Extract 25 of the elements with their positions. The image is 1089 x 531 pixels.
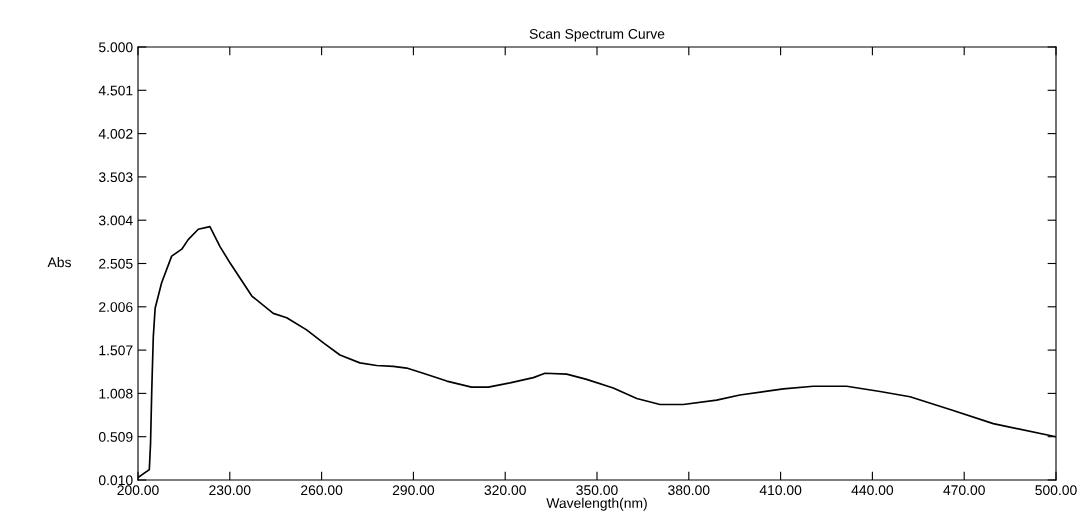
chart-title: Scan Spectrum Curve bbox=[529, 28, 665, 42]
y-tick-label: 2.505 bbox=[99, 258, 133, 269]
y-tick-label: 4.501 bbox=[98, 85, 133, 96]
x-tick-label: 230.00 bbox=[209, 485, 251, 496]
x-tick-label: 440.00 bbox=[851, 485, 894, 496]
y-tick-label: 3.004 bbox=[98, 215, 133, 226]
x-tick-label: 470.00 bbox=[943, 485, 985, 496]
x-tick-label: 260.00 bbox=[301, 485, 343, 496]
x-tick-label: 290.00 bbox=[392, 485, 435, 496]
y-axis-title: Abs bbox=[47, 257, 71, 268]
y-tick-label: 3.503 bbox=[98, 172, 133, 183]
x-tick-label: 200.00 bbox=[117, 485, 159, 496]
y-tick-label: 2.006 bbox=[99, 302, 133, 312]
y-tick-label: 0.509 bbox=[98, 432, 133, 442]
x-tick-label: 500.00 bbox=[1035, 485, 1077, 496]
y-tick-label: 0.010 bbox=[98, 475, 133, 486]
y-tick-label: 5.000 bbox=[98, 42, 133, 53]
y-tick-label: 1.507 bbox=[99, 345, 133, 356]
y-tick-label: 4.002 bbox=[98, 128, 133, 139]
x-tick-label: 320.00 bbox=[484, 485, 526, 496]
y-tick-label: 1.008 bbox=[99, 388, 133, 399]
x-axis-title: Wavelength(nm) bbox=[546, 497, 647, 511]
x-tick-label: 350.00 bbox=[576, 485, 618, 496]
x-tick-label: 380.00 bbox=[668, 485, 710, 496]
x-tick-label: 410.00 bbox=[759, 485, 802, 496]
